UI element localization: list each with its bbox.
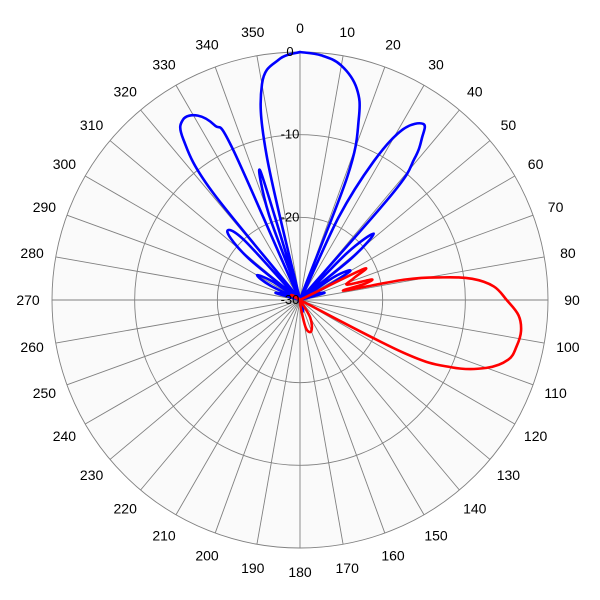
grid-spoke	[299, 299, 344, 545]
angle-tick-label: 290	[33, 199, 57, 215]
grid-spoke	[140, 299, 301, 491]
grid-spoke	[55, 299, 301, 344]
grid-spoke	[299, 299, 386, 534]
angle-tick-label: 40	[467, 84, 483, 100]
angle-tick-label: 310	[80, 117, 104, 133]
angle-tick-label: 150	[424, 528, 448, 544]
radial-tick-label: -20	[281, 209, 300, 224]
angle-tick-label: 50	[501, 117, 517, 133]
labels-layer: 0 10 20 30 40 50 60 70 80 90 100 110 120 130 140 150 160…	[16, 20, 580, 580]
angle-tick-label: 180	[288, 564, 312, 580]
radial-tick-label: -30	[281, 292, 300, 307]
grid-spoke	[299, 299, 545, 344]
angle-tick-label: 110	[544, 385, 567, 401]
angle-tick-label: 100	[556, 339, 580, 355]
grid-spoke	[299, 299, 534, 386]
angle-tick-label: 280	[20, 245, 44, 261]
angle-tick-label: 200	[195, 548, 219, 564]
grid-spoke	[55, 256, 301, 301]
grid-spoke	[214, 299, 301, 534]
angle-tick-label: 320	[114, 84, 138, 100]
angle-tick-label: 260	[20, 339, 44, 355]
series-line-2	[290, 267, 523, 371]
grid-spoke	[299, 175, 515, 301]
angle-tick-label: 20	[385, 36, 401, 52]
grid-spoke	[299, 85, 425, 301]
angle-tick-label: 350	[241, 24, 265, 40]
grid-spoke	[299, 55, 344, 301]
grid-spoke	[175, 85, 301, 301]
angle-tick-label: 60	[528, 156, 544, 172]
angle-tick-label: 160	[381, 548, 405, 564]
angle-tick-label: 330	[152, 56, 176, 72]
grid-spoke	[85, 175, 301, 301]
radial-tick-label: -10	[281, 127, 300, 142]
grid-spoke	[299, 299, 425, 515]
angle-tick-label: 10	[339, 24, 355, 40]
angle-tick-label: 240	[53, 428, 77, 444]
angle-tick-label: 220	[114, 500, 138, 516]
grid-spoke	[66, 299, 301, 386]
angle-tick-label: 190	[241, 560, 265, 576]
grid-spoke	[299, 299, 460, 491]
angle-tick-label: 270	[16, 292, 40, 308]
grid-spoke	[256, 55, 301, 301]
angle-tick-label: 210	[152, 528, 176, 544]
grid-spoke	[299, 214, 534, 301]
angle-tick-label: 230	[80, 467, 104, 483]
grid-spoke	[109, 299, 301, 460]
grid-spoke	[299, 299, 515, 425]
angle-tick-label: 120	[524, 428, 548, 444]
grid-spoke	[85, 299, 301, 425]
series-layer	[178, 50, 523, 371]
angle-tick-label: 170	[336, 560, 360, 576]
angle-tick-label: 0	[296, 20, 304, 36]
angle-tick-label: 300	[53, 156, 77, 172]
radial-tick-label: 0	[286, 44, 293, 59]
angle-tick-label: 70	[548, 199, 564, 215]
series-line-1	[178, 50, 427, 313]
angle-tick-label: 30	[428, 56, 444, 72]
angle-tick-label: 130	[497, 467, 521, 483]
grid-spoke	[66, 214, 301, 301]
grid-spoke	[299, 299, 491, 460]
angle-tick-label: 340	[195, 36, 219, 52]
angle-tick-label: 80	[560, 245, 576, 261]
grid-spoke	[175, 299, 301, 515]
angle-tick-label: 90	[564, 292, 580, 308]
grid-spoke	[256, 299, 301, 545]
angle-tick-label: 140	[463, 500, 487, 516]
angle-tick-label: 250	[33, 385, 57, 401]
